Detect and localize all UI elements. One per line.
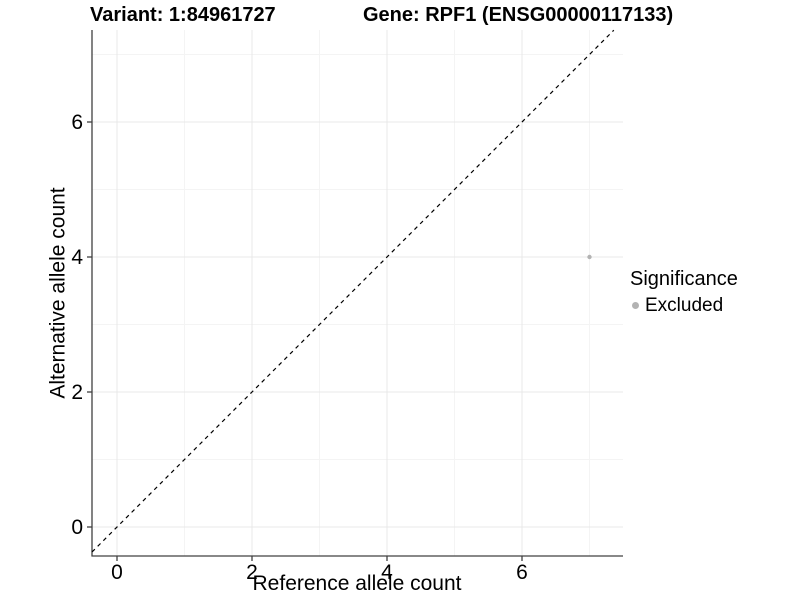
y-axis-title: Alternative allele count [46, 187, 70, 399]
legend-key-dot-icon [632, 301, 639, 309]
x-tick-label: 6 [516, 561, 528, 584]
identity-reference-line [91, 29, 615, 553]
x-tick-label: 0 [111, 561, 123, 584]
y-tick-label: 4 [71, 246, 83, 269]
legend-items: Excluded [630, 295, 738, 315]
y-tick-label: 2 [71, 381, 83, 404]
gene-title: Gene: RPF1 (ENSG00000117133) [363, 4, 674, 26]
legend-item-label: Excluded [645, 294, 724, 316]
y-tick-label: 6 [71, 111, 83, 134]
legend-title: Significance [630, 268, 738, 290]
y-tick-label: 0 [71, 516, 83, 539]
legend: Significance Excluded [630, 269, 738, 315]
data-point [587, 254, 592, 260]
legend-item: Excluded [632, 295, 738, 315]
x-axis-title: Reference allele count [252, 572, 462, 595]
variant-title: Variant: 1:84961727 [90, 4, 276, 26]
